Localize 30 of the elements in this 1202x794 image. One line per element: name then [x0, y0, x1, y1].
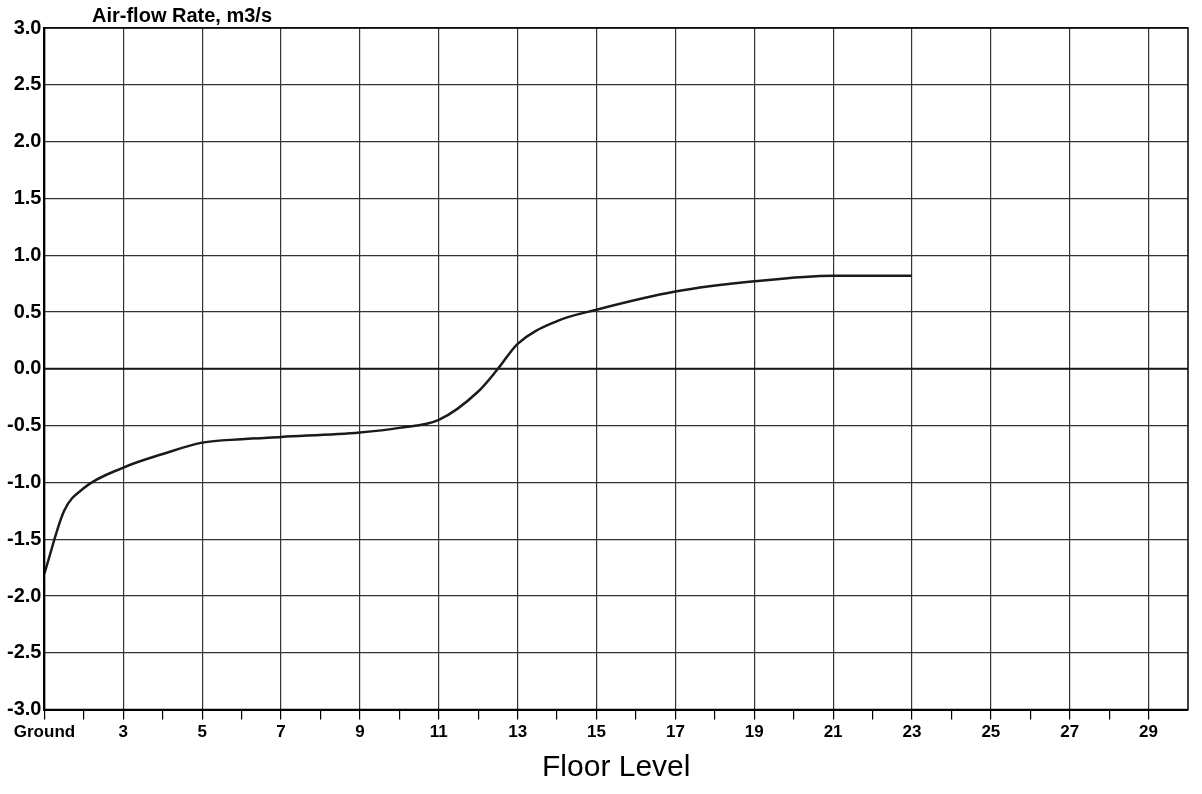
y-tick-label: -3.0: [6, 697, 42, 720]
x-tick-label: 29: [1139, 722, 1159, 742]
y-tick-label: -2.0: [6, 583, 42, 606]
x-tick-label: 23: [902, 722, 922, 742]
y-tick-label: 0.0: [13, 356, 42, 379]
x-tick-label: 7: [276, 722, 286, 742]
x-tick-label: 27: [1060, 722, 1080, 742]
y-tick-label: -0.5: [6, 413, 42, 436]
x-tick-label: Ground: [13, 722, 76, 742]
y-tick-label: 1.5: [13, 185, 42, 208]
y-tick-label: 2.0: [13, 129, 42, 152]
x-tick-label: 5: [197, 722, 207, 742]
x-tick-label: 3: [118, 722, 129, 742]
x-tick-label: 9: [355, 722, 365, 742]
y-tick-label: -1.5: [6, 526, 42, 549]
y-tick-label: 0.5: [13, 299, 42, 322]
y-tick-label: -1.0: [6, 469, 42, 492]
y-tick-label: 1.0: [13, 242, 42, 265]
y-tick-label: 3.0: [13, 15, 42, 38]
x-tick-label: 21: [823, 722, 843, 742]
x-tick-label: 25: [981, 722, 1001, 742]
x-tick-label: 19: [744, 722, 764, 742]
x-tick-label: 15: [587, 722, 606, 742]
y-tick-label: -2.5: [6, 640, 42, 663]
x-tick-label: 13: [508, 722, 528, 742]
y-tick-label: 2.5: [13, 72, 42, 95]
x-tick-label: 17: [665, 722, 685, 742]
y-axis-title: Air-flow Rate, m3/s: [92, 4, 273, 27]
x-tick-label: 11: [429, 722, 448, 742]
x-axis-title: Floor Level: [542, 749, 691, 783]
